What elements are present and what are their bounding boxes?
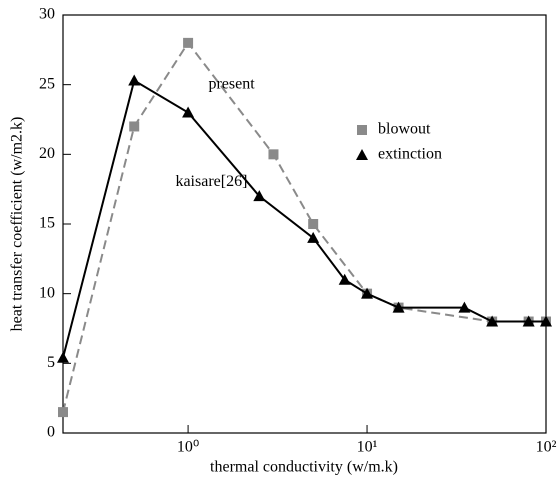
y-tick-label: 0 [47, 424, 55, 441]
data-point [268, 149, 279, 160]
legend-marker [357, 125, 367, 135]
data-point [183, 37, 194, 48]
series-line [62, 41, 546, 413]
y-tick-label: 5 [47, 354, 55, 371]
data-point [182, 106, 195, 118]
data-point [307, 231, 320, 243]
legend-label: blowout [378, 121, 431, 138]
x-axis-label: thermal conductivity (w/m.k) [210, 459, 398, 476]
data-point [540, 315, 552, 327]
x-tick-label: 10¹ [357, 439, 378, 456]
data-point [458, 301, 471, 313]
series-line [62, 78, 546, 359]
x-tick-label: 10² [536, 439, 557, 456]
data-point [253, 190, 266, 202]
data-point [57, 351, 69, 363]
data-point [522, 315, 535, 327]
x-tick-label: 10⁰ [177, 439, 199, 456]
legend-marker [356, 149, 368, 160]
data-point [361, 287, 374, 299]
annotation: present [208, 75, 255, 92]
y-tick-label: 25 [39, 75, 55, 92]
y-tick-label: 15 [39, 215, 55, 232]
data-point [392, 301, 405, 313]
data-point [308, 219, 319, 229]
y-tick-label: 20 [39, 145, 55, 162]
y-tick-label: 30 [39, 6, 55, 23]
legend-label: extinction [378, 146, 442, 163]
data-point [129, 121, 140, 132]
annotation: kaisare[26] [175, 173, 247, 190]
y-axis-label: heat transfer coefficient (w/m2.k) [9, 117, 26, 332]
y-tick-label: 10 [39, 284, 55, 301]
data-point [128, 74, 141, 86]
data-point [486, 315, 499, 327]
data-point [58, 407, 68, 418]
data-point [338, 273, 351, 285]
